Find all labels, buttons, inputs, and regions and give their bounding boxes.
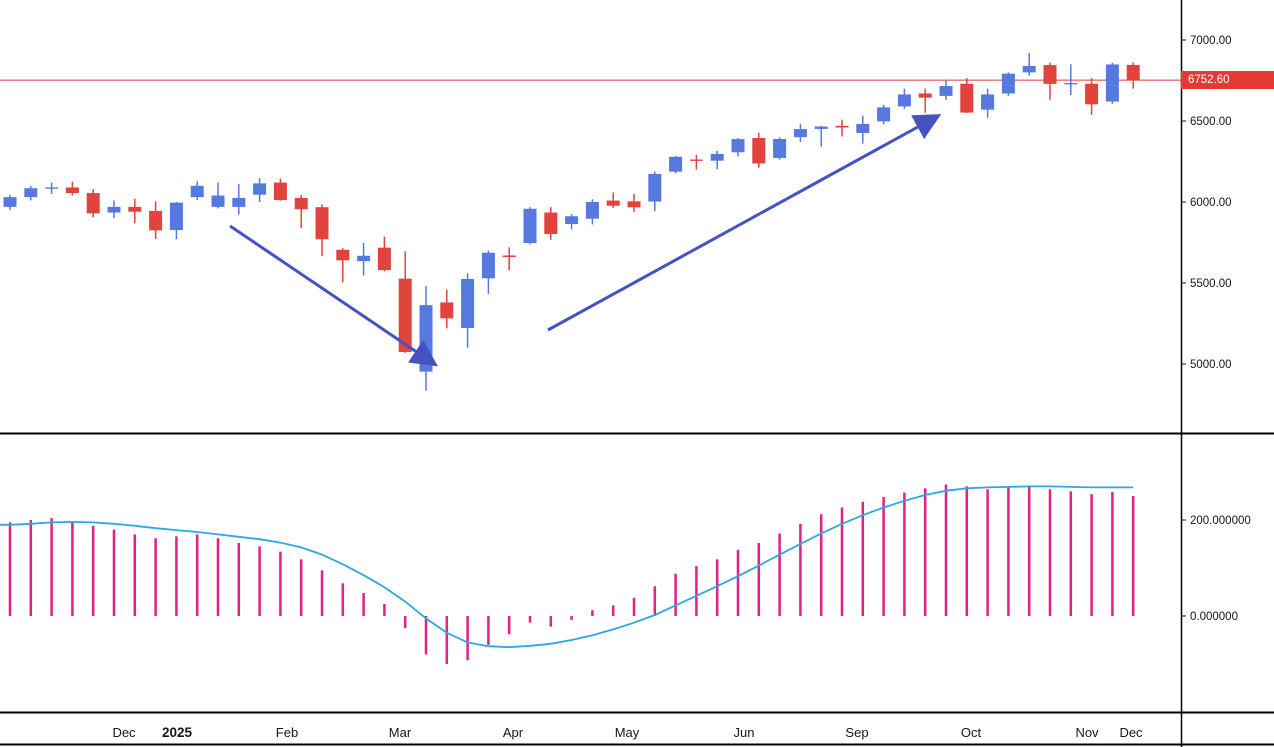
- last-price-tag: 6752.60: [1181, 71, 1274, 90]
- candle-body: [1043, 65, 1057, 84]
- candle-body: [357, 255, 371, 262]
- candle-body: [398, 278, 412, 353]
- candle-body: [689, 159, 703, 161]
- price-tick-label: 6500.00: [1190, 116, 1232, 128]
- macd-signal-line: [0, 485, 1134, 649]
- candle-body: [107, 206, 121, 213]
- candle-body: [731, 139, 745, 153]
- candle-body: [273, 182, 287, 201]
- candle-body: [315, 207, 329, 240]
- candle-body: [856, 123, 870, 133]
- candle-body: [1022, 65, 1036, 73]
- macd-layer[interactable]: [0, 484, 1135, 664]
- candle-body: [752, 138, 766, 164]
- candle-body: [440, 302, 454, 319]
- candle-body: [24, 188, 38, 198]
- candle-body: [585, 202, 599, 219]
- candle-body: [232, 197, 246, 207]
- candle-body: [1105, 64, 1119, 102]
- price-tick-label: 7000.00: [1190, 35, 1232, 47]
- candle-body: [169, 202, 183, 231]
- candle-body: [128, 206, 142, 212]
- candle-body: [253, 183, 267, 195]
- candle-body: [544, 212, 558, 235]
- candle-body: [773, 138, 787, 158]
- indicator-tick-label: 0.000000: [1190, 611, 1238, 623]
- time-axis-label: Mar: [389, 725, 412, 740]
- candle-body: [939, 86, 953, 96]
- candle-body: [793, 129, 807, 138]
- candle-body: [918, 93, 932, 98]
- time-axis-label: Dec: [112, 725, 136, 740]
- candle-body: [981, 94, 995, 110]
- candle-body: [3, 197, 17, 207]
- candle-body: [377, 247, 391, 271]
- candle-body: [149, 210, 163, 231]
- time-axis-label: Sep: [845, 725, 868, 740]
- uptrend-arrow[interactable]: [547, 114, 942, 332]
- time-axis-label: Dec: [1119, 725, 1143, 740]
- candle-body: [648, 173, 662, 202]
- price-tick-label: 6000.00: [1190, 197, 1232, 209]
- candle-body: [45, 187, 59, 189]
- time-axis-label: Nov: [1075, 725, 1099, 740]
- candle-body: [1126, 64, 1140, 81]
- candle-body: [190, 185, 204, 198]
- candle-body: [669, 156, 683, 172]
- candle-body: [294, 197, 308, 210]
- candle-body: [897, 94, 911, 107]
- candle-body: [502, 255, 516, 258]
- last-price-value: 6752.60: [1188, 74, 1230, 87]
- candle-body: [481, 252, 495, 279]
- downtrend-arrow[interactable]: [229, 224, 438, 367]
- candle-body: [1085, 83, 1099, 105]
- candle-body: [86, 193, 100, 214]
- candle-body: [523, 208, 537, 243]
- time-axis-label: Feb: [276, 725, 298, 740]
- time-axis-label: Jun: [734, 725, 755, 740]
- candle-body: [814, 126, 828, 129]
- candles-layer[interactable]: [3, 52, 1140, 391]
- candle-body: [877, 107, 891, 122]
- candle-body: [835, 125, 849, 128]
- price-tick-label: 5500.00: [1190, 278, 1232, 290]
- candle-body: [710, 153, 724, 161]
- candle-body: [65, 187, 79, 194]
- time-axis-label: Oct: [961, 725, 982, 740]
- time-axis[interactable]: Dec 2025 Feb Mar Apr May Jun Sep Oct Nov Dec: [112, 725, 1143, 740]
- trend-arrows[interactable]: [229, 114, 942, 367]
- candle-body: [606, 200, 620, 206]
- candle-body: [565, 216, 579, 225]
- price-tick-label: 5000.00: [1190, 359, 1232, 371]
- candle-body: [211, 195, 225, 207]
- candle-body: [336, 249, 350, 261]
- time-axis-label: 2025: [162, 725, 193, 740]
- time-axis-label: Apr: [503, 725, 524, 740]
- price-axis[interactable]: 7000.00 6500.00 6000.00 5500.00 5000.00 200.0…: [1181, 35, 1251, 623]
- indicator-tick-label: 200.000000: [1190, 515, 1251, 527]
- candle-body: [1064, 83, 1078, 85]
- candle-body: [627, 201, 641, 208]
- candle-body: [1001, 73, 1015, 94]
- candle-body: [960, 83, 974, 113]
- time-axis-label: May: [615, 725, 640, 740]
- candle-body: [461, 278, 475, 329]
